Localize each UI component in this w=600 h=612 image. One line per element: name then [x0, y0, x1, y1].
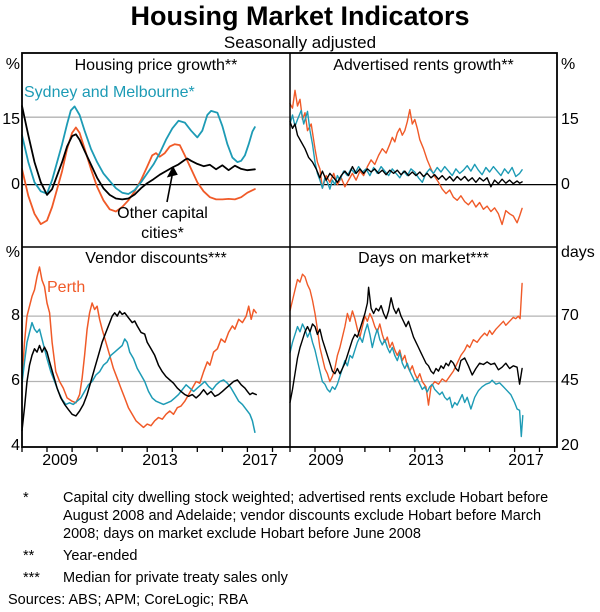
x-tick-label-2009-right: 2009 [308, 452, 344, 469]
y-axis-unit-left-bottom: % [5, 244, 20, 261]
footnote-marker-2: ** [23, 548, 35, 564]
panel-title-days-on-market: Days on market*** [358, 250, 489, 267]
chart-subtitle: Seasonally adjusted [223, 33, 377, 52]
y-tick-left-0: 0 [11, 176, 20, 193]
y-tick-left-4: 4 [11, 437, 20, 454]
series-label-perth: Perth [47, 279, 86, 296]
footnote-text-1: Capital city dwelling stock weighted; ad… [63, 490, 549, 542]
y-tick-right-45: 45 [561, 372, 579, 389]
sources-line: Sources: ABS; APM; CoreLogic; RBA [8, 592, 249, 608]
y-tick-right-15: 15 [561, 111, 579, 128]
series-label-other-capitals-line1: Other capital [117, 205, 208, 222]
panel-title-advertised-rents-growth: Advertised rents growth** [333, 57, 514, 74]
panel-title-housing-price-growth: Housing price growth** [74, 57, 238, 74]
chart-title: Housing Market Indicators [130, 1, 470, 31]
y-tick-right-70: 70 [561, 307, 579, 324]
x-tick-label-2013-right: 2013 [408, 452, 444, 469]
x-tick-label-2009-left: 2009 [42, 452, 78, 469]
series-label-other-capitals-line2: cities* [141, 225, 184, 242]
x-tick-label-2017-left: 2017 [242, 452, 278, 469]
x-tick-label-2017-right: 2017 [508, 452, 544, 469]
footnote-text-3: Median for private treaty sales only [63, 570, 288, 586]
series-label-sydney-melbourne: Sydney and Melbourne* [24, 84, 195, 101]
y-tick-left-15: 15 [2, 111, 20, 128]
y-tick-left-8: 8 [11, 307, 20, 324]
y-tick-right-0: 0 [561, 176, 570, 193]
footnote-text-2: Year-ended [63, 548, 138, 564]
y-tick-left-6: 6 [11, 372, 20, 389]
footnote-marker-1: * [23, 490, 29, 506]
y-axis-unit-right-top: % [561, 56, 576, 73]
y-axis-unit-right-bottom: days [561, 244, 595, 261]
panel-title-vendor-discounts: Vendor discounts*** [85, 250, 227, 267]
x-tick-label-2013-left: 2013 [142, 452, 178, 469]
y-axis-unit-left-top: % [5, 56, 20, 73]
footnote-marker-3: *** [23, 570, 40, 586]
y-tick-right-20: 20 [561, 437, 579, 454]
